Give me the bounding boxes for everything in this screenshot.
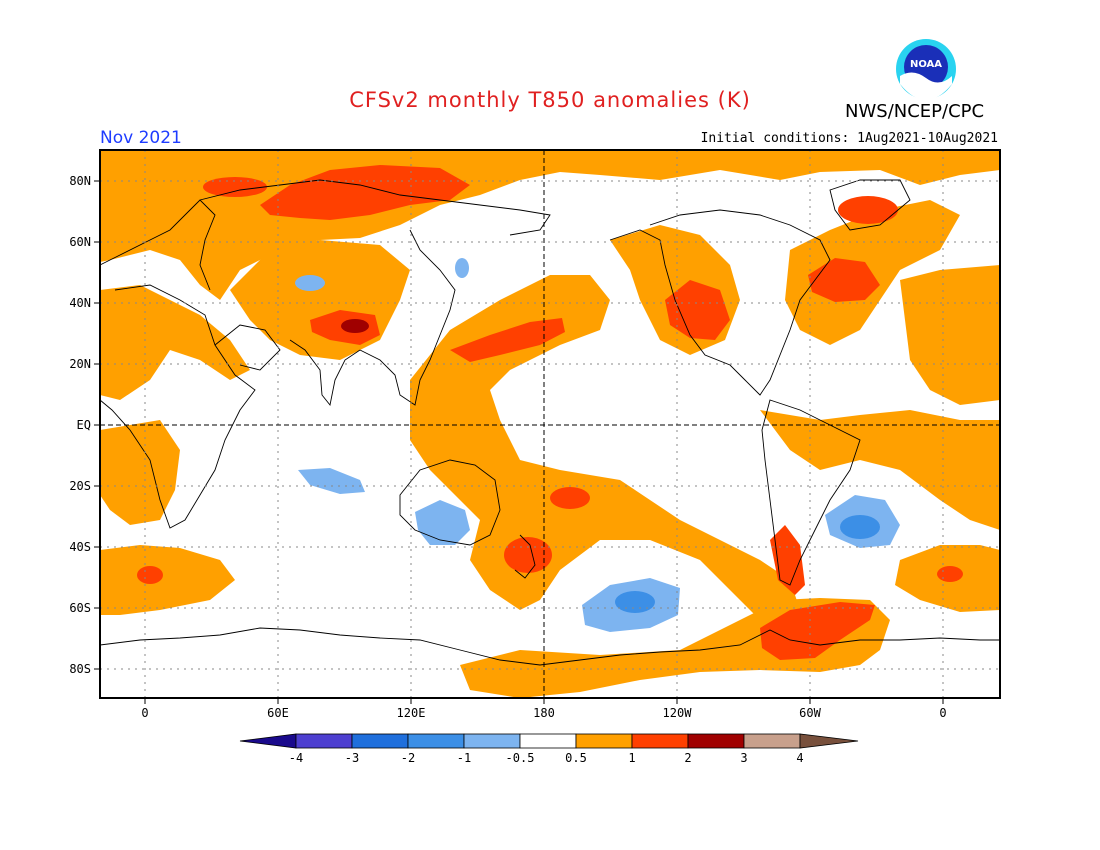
coast-europe bbox=[100, 199, 216, 291]
lat-label: 20S bbox=[69, 479, 91, 493]
anomaly-pos1-east-canada bbox=[808, 258, 880, 302]
noaa-logo: NOAA bbox=[896, 39, 956, 100]
colorbar-label: 2 bbox=[684, 751, 691, 765]
lon-label: 0 bbox=[939, 706, 946, 720]
colorbar-left-arrow bbox=[239, 733, 297, 749]
anomaly-pos1-south-pacific bbox=[550, 487, 590, 509]
colorbar: -4 -3 -2 -1 -0.5 0.5 1 2 3 4 bbox=[239, 733, 859, 765]
lon-label: 0 bbox=[141, 706, 148, 720]
anomaly-pos-north-atlantic bbox=[785, 200, 960, 345]
colorbar-swatch bbox=[463, 733, 521, 749]
anomaly-neg05-australia bbox=[415, 500, 470, 545]
coast-north-asia bbox=[199, 179, 551, 236]
coast-se-asia bbox=[359, 229, 456, 406]
chart-title: CFSv2 monthly T850 anomalies (K) bbox=[349, 88, 751, 112]
lat-label: 40S bbox=[69, 540, 91, 554]
agency-label: NWS/NCEP/CPC bbox=[845, 101, 985, 122]
colorbar-swatch bbox=[295, 733, 353, 749]
lon-labels: 0 60E 120E 180 120W 60W 0 bbox=[141, 706, 946, 720]
coast-arabia bbox=[214, 324, 281, 371]
lat-label: 80S bbox=[69, 662, 91, 676]
anomaly-neg1-south-pacific bbox=[615, 591, 655, 613]
colorbar-label: 0.5 bbox=[565, 751, 587, 765]
anomaly-pos1-south-atlantic bbox=[937, 566, 963, 582]
graticule bbox=[100, 150, 1000, 698]
anomaly-pos1-greenland bbox=[838, 196, 898, 224]
lon-label: 60E bbox=[267, 706, 289, 720]
coast-new-zealand bbox=[514, 534, 536, 579]
colorbar-label: 3 bbox=[740, 751, 747, 765]
colorbar-label: -2 bbox=[401, 751, 415, 765]
anomaly-neg05-japan bbox=[455, 258, 469, 278]
lat-labels: 80N 60N 40N 20N EQ 20S 40S 60S 80S bbox=[69, 174, 91, 676]
colorbar-swatch bbox=[519, 733, 577, 749]
lat-label: 60N bbox=[69, 235, 91, 249]
colorbar-label: -4 bbox=[289, 751, 303, 765]
lat-label: EQ bbox=[77, 418, 91, 432]
anomaly-pos-europe bbox=[100, 285, 250, 400]
anomaly-pos1-siberia bbox=[260, 165, 470, 220]
coast-south-america bbox=[761, 399, 861, 586]
colorbar-label: 1 bbox=[628, 751, 635, 765]
anomaly-neg05-indian-ocean bbox=[298, 468, 365, 494]
lat-label: 20N bbox=[69, 357, 91, 371]
colorbar-swatch bbox=[743, 733, 801, 749]
colorbar-swatch bbox=[407, 733, 465, 749]
anomaly-pos2-tibet bbox=[341, 319, 369, 333]
lon-label: 60W bbox=[799, 706, 821, 720]
plot-frame bbox=[99, 149, 1001, 699]
coast-africa bbox=[100, 284, 256, 529]
anomaly-pos-indian-ocean bbox=[100, 545, 235, 615]
valid-month-label: Nov 2021 bbox=[100, 128, 182, 148]
anomaly-pos1-new-zealand bbox=[504, 537, 552, 573]
lon-label: 180 bbox=[533, 706, 555, 720]
initial-conditions-label: Initial conditions: 1Aug2021-10Aug2021 bbox=[700, 131, 998, 146]
axis-ticks bbox=[94, 180, 944, 704]
coast-india bbox=[289, 339, 361, 407]
lat-label: 60S bbox=[69, 601, 91, 615]
lon-label: 120W bbox=[663, 706, 693, 720]
colorbar-label: -3 bbox=[345, 751, 359, 765]
colorbar-label: -0.5 bbox=[506, 751, 535, 765]
anomaly-neg1-south-atlantic bbox=[840, 515, 880, 539]
coast-australia bbox=[399, 459, 501, 546]
anomaly-pos1-indian-ocean bbox=[137, 566, 163, 584]
anomaly-pos-east-europe bbox=[900, 265, 1000, 405]
colorbar-right-arrow bbox=[799, 733, 859, 749]
svg-text:NOAA: NOAA bbox=[910, 59, 942, 70]
colorbar-swatch bbox=[575, 733, 633, 749]
anomaly-neg05-central-asia bbox=[295, 275, 325, 291]
coast-north-america bbox=[609, 209, 831, 396]
anomaly-pos1-west-na bbox=[665, 280, 730, 340]
lat-label: 80N bbox=[69, 174, 91, 188]
reference-lines bbox=[100, 150, 1000, 698]
anomaly-pos1-antarctic-peninsula bbox=[760, 602, 875, 660]
lon-label: 120E bbox=[397, 706, 426, 720]
colorbar-swatch bbox=[687, 733, 745, 749]
coastlines bbox=[100, 179, 1000, 666]
lat-label: 40N bbox=[69, 296, 91, 310]
colorbar-label: -1 bbox=[457, 751, 471, 765]
coast-antarctica bbox=[100, 627, 1000, 666]
anomaly-fields bbox=[100, 150, 1000, 698]
colorbar-swatch bbox=[351, 733, 409, 749]
anomaly-pos1-scandinavia bbox=[203, 177, 267, 197]
anomaly-pos-tropical-atlantic bbox=[760, 410, 1000, 530]
coast-greenland bbox=[829, 179, 911, 231]
anomaly-pos1-south-america bbox=[770, 525, 805, 595]
colorbar-label: 4 bbox=[796, 751, 803, 765]
anomaly-pos1-north-pacific bbox=[450, 318, 565, 362]
colorbar-swatch bbox=[631, 733, 689, 749]
